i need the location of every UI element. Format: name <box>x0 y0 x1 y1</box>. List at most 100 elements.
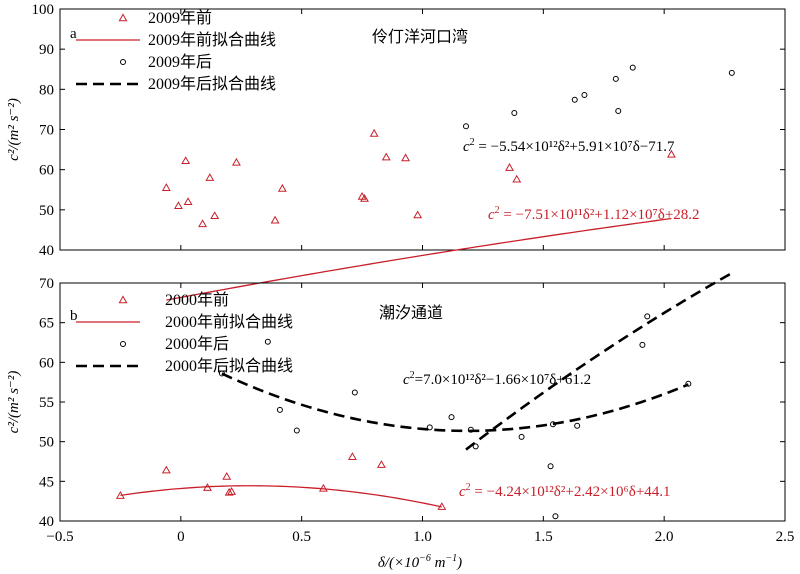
legend-label: 2009年前拟合曲线 <box>148 31 276 49</box>
data-point <box>161 465 171 474</box>
data-point <box>629 64 636 71</box>
data-point <box>264 338 271 345</box>
legend-marker <box>120 341 126 347</box>
data-point <box>511 110 518 117</box>
data-point <box>472 443 479 450</box>
data-point <box>270 215 280 224</box>
data-point <box>183 197 193 205</box>
legend-marker <box>118 13 128 22</box>
data-point <box>512 174 522 183</box>
legend-label: 2009年后 <box>148 53 212 71</box>
x-tick-label: 2.0 <box>655 529 674 545</box>
legend-label: 2000年前拟合曲线 <box>165 313 293 331</box>
data-point <box>448 414 455 421</box>
fit-equation: c2 = −7.51×10¹¹δ²+1.12×10⁷δ+28.2 <box>488 205 700 223</box>
data-point <box>612 75 619 82</box>
y-tick-label: 60 <box>39 355 54 371</box>
data-point <box>210 211 220 220</box>
fit-curve <box>120 485 442 508</box>
data-point <box>505 163 514 171</box>
data-point <box>547 463 554 470</box>
data-point <box>347 452 357 460</box>
y-tick-label: 70 <box>39 123 54 139</box>
panel-title: 潮汐通道 <box>379 304 443 322</box>
y-axis-label: c²/(m² s⁻²) <box>6 98 22 161</box>
data-point <box>222 471 232 480</box>
fit-curve <box>465 271 733 451</box>
data-point <box>227 487 237 495</box>
scatter-series <box>218 313 692 520</box>
legend: 2009年前 2009年前拟合曲线 2009年后 2009年后拟合曲线 <box>76 9 276 93</box>
legend-marker <box>120 59 126 65</box>
data-point <box>463 123 469 130</box>
data-point <box>518 433 525 440</box>
data-point <box>198 219 208 228</box>
data-point <box>276 406 283 413</box>
data-point <box>277 183 287 192</box>
y-axis-label: c²/(m² s⁻²) <box>6 371 22 434</box>
y-tick-label: 100 <box>32 2 55 18</box>
data-point <box>351 389 358 396</box>
data-point <box>581 91 588 98</box>
y-tick-label: 50 <box>39 203 54 219</box>
y-tick-label: 50 <box>39 435 54 451</box>
data-point <box>293 427 300 434</box>
x-tick-label: 1.5 <box>534 529 553 545</box>
data-point <box>318 483 328 492</box>
x-tick-label: 2.5 <box>776 529 795 545</box>
data-point <box>685 380 692 387</box>
y-tick-label: 70 <box>39 276 54 292</box>
data-point <box>644 313 651 320</box>
y-tick-label: 40 <box>39 243 54 259</box>
fit-equation: c2 = −5.54×10¹²δ²+5.91×10⁷δ−71.7 <box>463 137 675 155</box>
panel-letter: a <box>70 26 77 42</box>
data-point <box>426 424 433 431</box>
y-tick-label: 90 <box>39 42 54 58</box>
y-tick-label: 40 <box>39 514 54 530</box>
data-point <box>615 108 622 115</box>
legend-label: 2009年前 <box>148 9 212 27</box>
fit-curve <box>221 372 689 433</box>
data-point <box>401 153 411 162</box>
x-tick-label: 0.5 <box>292 529 311 545</box>
panel-title: 伶仃洋河口湾 <box>372 28 468 46</box>
data-point <box>205 173 215 181</box>
legend-label: 2000年后拟合曲线 <box>165 357 293 375</box>
data-point <box>728 69 735 76</box>
data-point <box>574 422 581 429</box>
data-point <box>413 210 423 219</box>
scatter-series <box>161 128 676 228</box>
data-point <box>369 128 379 137</box>
x-axis-label: δ/(×10−6 m−1) <box>378 553 462 571</box>
data-point <box>571 96 578 103</box>
y-tick-label: 60 <box>39 163 54 179</box>
y-tick-label: 80 <box>39 82 54 98</box>
scatter-series <box>463 64 735 130</box>
y-tick-label: 65 <box>39 316 54 332</box>
panel-b: −0.5 0 0.5 1.0 1.5 2.0 2.5 40 45 50 55 60 65 70 c²/(m²… <box>6 276 794 545</box>
y-tick-label: 45 <box>39 474 54 490</box>
legend-label: 2000年前 <box>165 291 229 309</box>
data-point <box>639 341 646 348</box>
data-point <box>552 513 559 520</box>
data-point <box>231 157 241 166</box>
legend-label: 2009年后拟合曲线 <box>148 75 276 93</box>
legend-label: 2000年后 <box>165 335 229 353</box>
panel-letter: b <box>70 308 78 324</box>
data-point <box>173 201 183 210</box>
fit-equation: c2=7.0×10¹²δ²−1.66×10⁷δ+61.2 <box>403 370 591 388</box>
x-tick-label: 1.0 <box>413 529 432 545</box>
y-tick-label: 55 <box>39 395 54 411</box>
panel-a: 40 50 60 70 80 90 100 c²/(m² s⁻²) a 伶仃洋河口湾 c2 = −7… <box>6 2 786 451</box>
data-point <box>224 487 234 496</box>
fit-curve <box>166 217 672 301</box>
data-point <box>666 149 676 158</box>
data-point <box>161 183 171 191</box>
x-tick-label: 0 <box>177 529 185 545</box>
legend-marker <box>118 295 128 304</box>
x-tick-label: −0.5 <box>46 529 73 545</box>
data-point <box>376 460 386 468</box>
fit-equation: c2 = −4.24×10¹²δ²+2.42×10⁶δ+44.1 <box>459 482 671 500</box>
data-point <box>360 193 369 202</box>
